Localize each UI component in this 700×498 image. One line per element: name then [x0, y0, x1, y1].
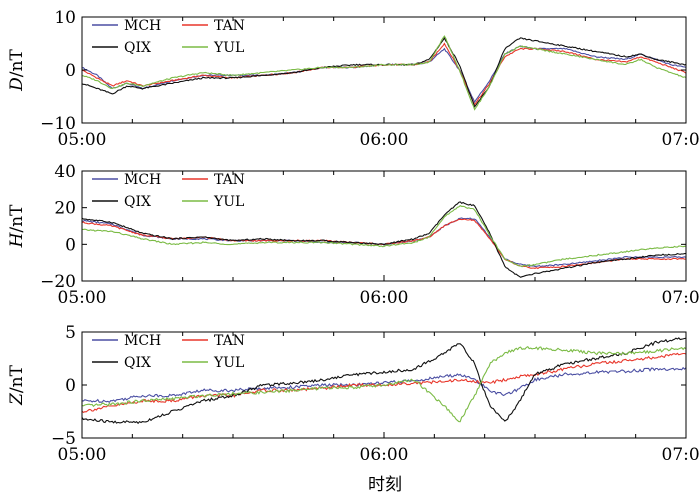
legend-label-yul: YUL — [213, 194, 244, 210]
panel-d: −10 0 10 05:00 06:00 07:00 D/nT MCH TAN QIX YUL — [7, 8, 700, 150]
series-line-qix — [82, 36, 686, 108]
panel-h: −20 0 20 40 05:00 06:00 07:00 H/nT MCH TAN QIX YUL — [7, 162, 700, 308]
y-tick-label: 20 — [54, 199, 76, 219]
legend: MCH TAN QIX YUL — [92, 333, 245, 371]
y-tick-label: 0 — [65, 376, 76, 396]
plot-frame — [81, 170, 687, 282]
y-tick-label: −10 — [40, 114, 76, 134]
series-group — [82, 35, 686, 111]
series-line-qix — [82, 201, 686, 278]
series-line-mch — [82, 217, 686, 268]
y-axis-label: Z/nT — [7, 364, 27, 405]
series-line-tan — [82, 352, 686, 414]
series-group — [82, 201, 686, 278]
y-tick-label: 5 — [65, 323, 76, 343]
legend-label-tan: TAN — [214, 172, 245, 188]
legend: MCH TAN QIX YUL — [92, 172, 245, 210]
y-axis-label: H/nT — [7, 204, 27, 249]
x-tick-label: 05:00 — [58, 445, 107, 465]
y-tick-label: 40 — [54, 162, 76, 182]
series-line-yul — [82, 346, 686, 423]
panel-z: −5 0 5 05:00 06:00 07:00 Z/nT MCH TAN QIX YUL — [7, 323, 700, 465]
y-tick-label: −5 — [51, 429, 76, 449]
y-tick-label: 0 — [65, 235, 76, 255]
series-line-yul — [82, 205, 686, 268]
legend-label-qix: QIX — [124, 40, 151, 56]
x-tick-label: 07:00 — [662, 445, 700, 465]
x-tick-label: 07:00 — [662, 130, 700, 150]
legend: MCH TAN QIX YUL — [92, 18, 245, 56]
x-tick-label: 05:00 — [58, 130, 107, 150]
y-axis-label: D/nT — [7, 49, 27, 92]
legend-label-tan: TAN — [214, 18, 245, 34]
x-axis-label: 时刻 — [368, 475, 402, 495]
legend-label-tan: TAN — [214, 333, 245, 349]
legend-label-mch: MCH — [124, 18, 161, 34]
plot-frame — [81, 16, 687, 124]
x-tick-label: 07:00 — [662, 288, 700, 308]
series-line-mch — [82, 45, 686, 104]
legend-label-qix: QIX — [124, 355, 151, 371]
series-line-mch — [82, 366, 686, 404]
series-line-yul — [82, 35, 686, 111]
y-tick-label: −20 — [40, 272, 76, 292]
legend-label-mch: MCH — [124, 172, 161, 188]
series-group — [82, 337, 686, 425]
series-line-qix — [82, 337, 686, 425]
legend-label-mch: MCH — [124, 333, 161, 349]
x-tick-label: 05:00 — [58, 288, 107, 308]
y-tick-label: 10 — [54, 8, 76, 28]
panels: −1001005:0006:0007:00D/nTMCHTANQIXYUL−20… — [7, 8, 700, 465]
x-tick-label: 06:00 — [360, 130, 409, 150]
series-line-tan — [82, 42, 686, 106]
x-tick-label: 06:00 — [360, 288, 409, 308]
legend-label-yul: YUL — [213, 355, 244, 371]
legend-label-qix: QIX — [124, 194, 151, 210]
y-tick-label: 0 — [65, 61, 76, 81]
legend-label-yul: YUL — [213, 40, 244, 56]
x-tick-label: 06:00 — [360, 445, 409, 465]
